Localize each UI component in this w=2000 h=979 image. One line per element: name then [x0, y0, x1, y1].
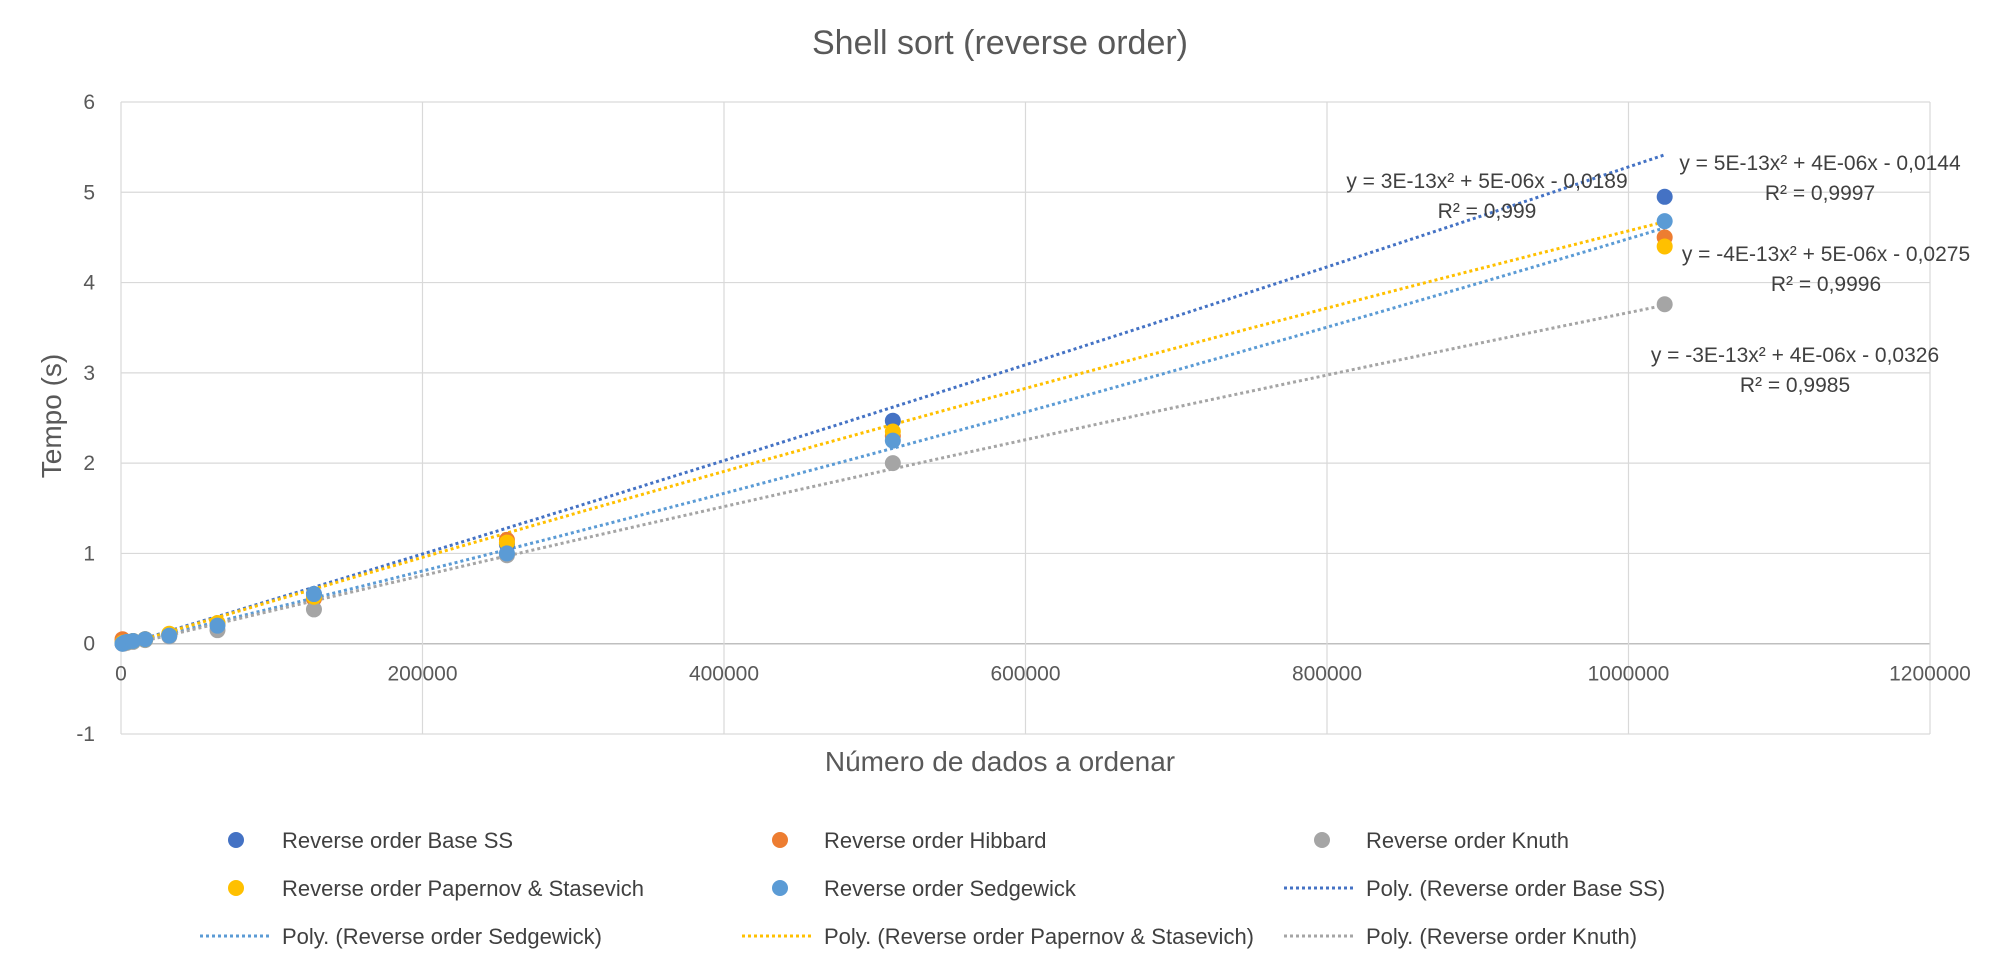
trendline-3 — [122, 303, 1666, 648]
x-tick-label: 1000000 — [1588, 663, 1670, 686]
x-axis-ticks: 0 200000 400000 600000 800000 1000000 1200000 — [115, 663, 1971, 686]
y-tick-label: 2 — [83, 452, 95, 475]
data-point-s4-3 — [125, 633, 142, 650]
equation-sedgewick: y = 5E-13x² + 4E-06x - 0,0144 — [1679, 152, 1961, 175]
trendline-2 — [122, 220, 1666, 648]
y-tick-label: -1 — [76, 723, 95, 746]
legend-marker-hibbard — [772, 832, 788, 848]
chart-title: Shell sort (reverse order) — [812, 24, 1188, 62]
r2-papernov: R² = 0,9996 — [1771, 273, 1881, 296]
legend: Reverse order Base SS Reverse order Hibb… — [200, 828, 1665, 949]
y-tick-label: 4 — [83, 272, 95, 295]
trendlines — [122, 153, 1666, 648]
trendline-1 — [122, 226, 1666, 647]
legend-marker-sedgewick — [772, 880, 788, 896]
y-tick-label: 5 — [83, 181, 95, 204]
x-axis-title: Número de dados a ordenar — [825, 746, 1175, 777]
data-point-s2-9 — [884, 455, 901, 472]
data-point-s4-4 — [137, 631, 154, 648]
y-tick-label: 6 — [83, 91, 95, 114]
equation-papernov: y = -4E-13x² + 5E-06x - 0,0275 — [1682, 243, 1970, 266]
data-point-s2-7 — [305, 601, 322, 618]
legend-label-knuth: Reverse order Knuth — [1366, 828, 1569, 853]
equation-knuth: y = -3E-13x² + 4E-06x - 0,0326 — [1651, 344, 1939, 367]
legend-label-papernov: Reverse order Papernov & Stasevich — [282, 876, 644, 901]
data-point-s0-10 — [1656, 188, 1673, 205]
x-tick-label: 600000 — [990, 663, 1060, 686]
data-point-s4-10 — [1656, 213, 1673, 230]
y-axis-ticks: -1 0 1 2 3 4 5 6 — [76, 91, 95, 746]
y-tick-label: 0 — [83, 633, 95, 656]
data-point-s3-10 — [1656, 238, 1673, 255]
data-point-s4-7 — [305, 586, 322, 603]
equation-base-ss: y = 3E-13x² + 5E-06x - 0,0189 — [1346, 170, 1627, 193]
x-tick-label: 400000 — [689, 663, 759, 686]
r2-base-ss: R² = 0,999 — [1438, 200, 1537, 223]
y-tick-label: 1 — [83, 542, 95, 565]
legend-label-hibbard: Reverse order Hibbard — [824, 828, 1047, 853]
data-points — [114, 188, 1673, 652]
data-point-s4-6 — [209, 617, 226, 634]
x-tick-label: 1200000 — [1889, 663, 1971, 686]
data-point-s4-8 — [498, 545, 515, 562]
legend-label-poly-base-ss: Poly. (Reverse order Base SS) — [1366, 876, 1665, 901]
legend-marker-base-ss — [228, 832, 244, 848]
data-point-s4-9 — [884, 432, 901, 449]
trendline-0 — [122, 153, 1666, 647]
r2-knuth: R² = 0,9985 — [1740, 374, 1850, 397]
legend-label-sedgewick: Reverse order Sedgewick — [824, 876, 1077, 901]
y-axis-title: Tempo (s) — [36, 354, 67, 478]
x-tick-label: 200000 — [387, 663, 457, 686]
x-tick-label: 800000 — [1292, 663, 1362, 686]
legend-label-poly-knuth: Poly. (Reverse order Knuth) — [1366, 924, 1637, 949]
r2-sedgewick: R² = 0,9997 — [1765, 182, 1875, 205]
y-tick-label: 3 — [83, 362, 95, 385]
data-point-s2-10 — [1656, 296, 1673, 313]
legend-label-base-ss: Reverse order Base SS — [282, 828, 513, 853]
legend-marker-papernov — [228, 880, 244, 896]
legend-marker-knuth — [1314, 832, 1330, 848]
legend-label-poly-sedgewick: Poly. (Reverse order Sedgewick) — [282, 924, 602, 949]
legend-label-poly-papernov: Poly. (Reverse order Papernov & Stasevic… — [824, 924, 1254, 949]
data-point-s4-5 — [161, 627, 178, 644]
x-tick-label: 0 — [115, 663, 127, 686]
